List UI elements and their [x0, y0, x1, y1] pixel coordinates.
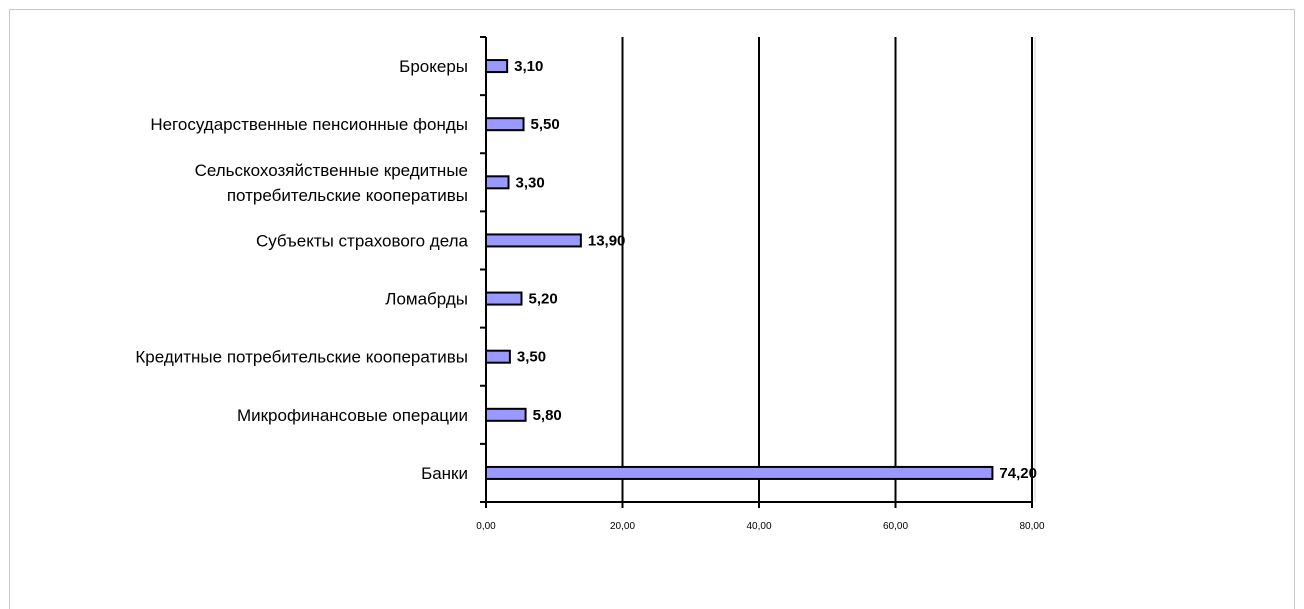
bar-value-label-7: 74,20 — [999, 465, 1037, 482]
bar-2 — [485, 175, 510, 190]
x-tick-label-4: 80,00 — [1019, 521, 1044, 532]
category-label-3: Субъекты страхового дела — [256, 231, 469, 250]
bar-value-label-4: 5,20 — [528, 291, 557, 308]
bar-value-label-0: 3,10 — [514, 58, 543, 75]
bar-5 — [485, 349, 511, 364]
chart-frame — [9, 9, 1295, 609]
x-tick-label-2: 40,00 — [746, 521, 771, 532]
bar-3 — [485, 233, 582, 248]
bar-1 — [485, 117, 525, 132]
bar-6 — [485, 407, 527, 422]
category-label-2-line-0: Сельскохозяйственные кредитные — [195, 161, 468, 180]
x-tick-label-3: 60,00 — [883, 521, 908, 532]
bar-value-label-6: 5,80 — [533, 407, 562, 424]
category-label-4: Ломабрды — [385, 290, 468, 309]
x-tick-label-0: 0,00 — [476, 521, 496, 532]
category-label-5: Кредитные потребительские кооперативы — [135, 348, 468, 367]
category-label-1: Негосударственные пенсионные фонды — [150, 115, 468, 134]
bar-value-label-2: 3,30 — [516, 174, 545, 191]
category-label-6: Микрофинансовые операции — [237, 406, 468, 425]
category-label-0: Брокеры — [399, 57, 468, 76]
x-tick-label-1: 20,00 — [610, 521, 635, 532]
bar-value-label-5: 3,50 — [517, 349, 546, 366]
bar-value-label-3: 13,90 — [588, 232, 626, 249]
bar-4 — [485, 291, 523, 306]
bar-value-label-1: 5,50 — [531, 116, 560, 133]
bar-7 — [485, 465, 994, 480]
category-label-2-line-1: потребительские кооперативы — [227, 186, 468, 205]
bar-0 — [485, 59, 509, 74]
category-label-7: Банки — [421, 464, 468, 483]
